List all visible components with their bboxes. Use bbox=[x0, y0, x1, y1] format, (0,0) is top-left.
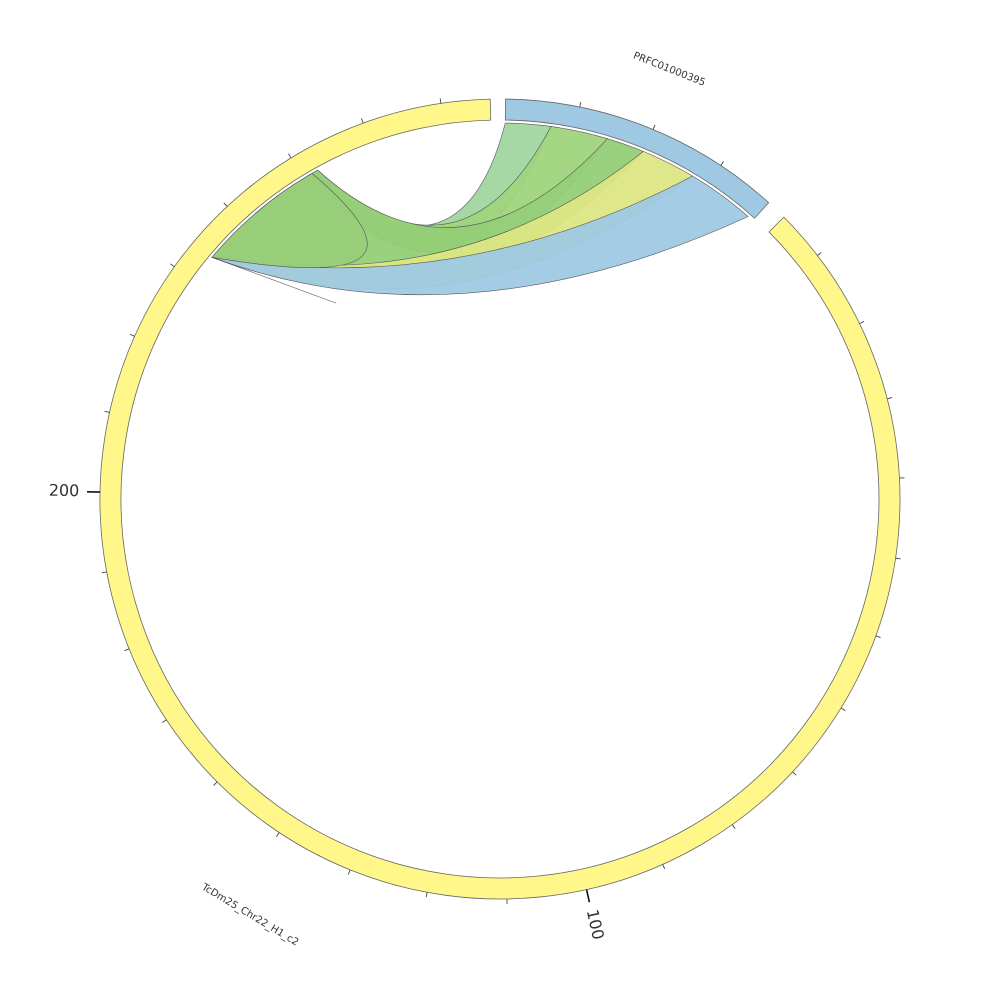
segment-prfc bbox=[504, 98, 770, 219]
minor-tick bbox=[792, 771, 797, 776]
link-5 bbox=[211, 175, 749, 296]
minor-tick bbox=[425, 892, 428, 898]
minor-tick bbox=[361, 118, 364, 124]
segments-layer bbox=[99, 98, 901, 900]
minor-tick bbox=[720, 161, 724, 166]
link-6 bbox=[211, 173, 368, 304]
minor-tick bbox=[213, 781, 218, 786]
minor-tick bbox=[731, 824, 736, 829]
minor-tick bbox=[817, 252, 822, 256]
minor-tick bbox=[104, 410, 110, 413]
segment-tcdm bbox=[99, 98, 901, 900]
minor-tick bbox=[129, 333, 135, 337]
minor-tick bbox=[875, 635, 881, 638]
minor-tick bbox=[652, 124, 656, 130]
minor-tick bbox=[887, 397, 893, 400]
minor-tick bbox=[439, 98, 442, 104]
minor-tick bbox=[276, 832, 280, 837]
minor-tick bbox=[101, 571, 107, 574]
minor-tick bbox=[288, 153, 292, 159]
minor-tick bbox=[579, 102, 582, 108]
minor-tick bbox=[170, 263, 175, 268]
ticks-layer bbox=[87, 98, 905, 904]
major-tick bbox=[585, 889, 591, 903]
tick-label: 200 bbox=[49, 481, 80, 501]
minor-tick bbox=[162, 719, 167, 723]
minor-tick bbox=[662, 864, 666, 870]
minor-tick bbox=[859, 321, 865, 325]
links-layer bbox=[211, 122, 749, 304]
segment-label-tcdm: TcDm25_Chr22_H1_c2 bbox=[199, 881, 301, 948]
minor-tick bbox=[124, 648, 130, 652]
minor-tick bbox=[347, 869, 351, 875]
tick-label: 100 bbox=[583, 907, 608, 941]
minor-tick bbox=[223, 202, 228, 207]
minor-tick bbox=[895, 557, 901, 560]
segment-label-prfc: PRFC01000395 bbox=[631, 50, 706, 88]
minor-tick bbox=[840, 707, 846, 711]
